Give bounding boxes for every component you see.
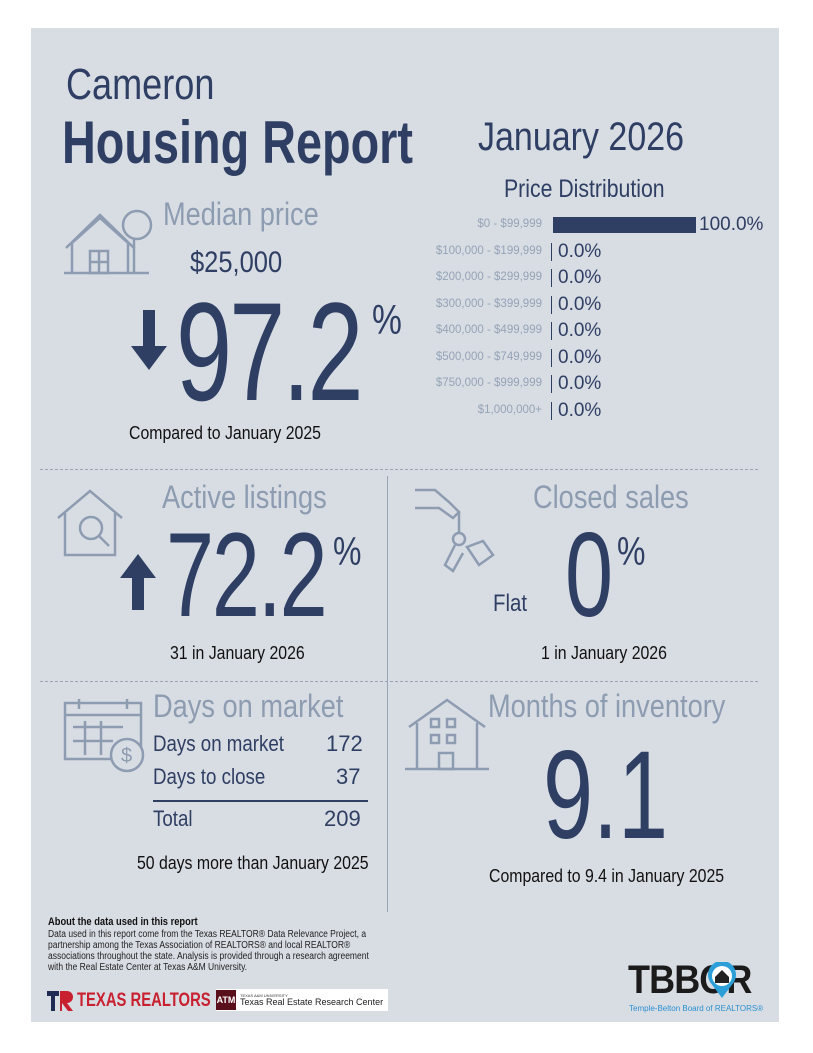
price-percent-label: 0.0% <box>558 373 602 394</box>
active-listings-label: Active listings <box>162 479 327 515</box>
total-label: Total <box>153 806 193 831</box>
house-search-icon <box>55 488 125 558</box>
price-distribution-row: $400,000 - $499,999 0.0% <box>400 320 780 341</box>
dom-row-value: 172 <box>326 731 363 756</box>
price-distribution-row: $500,000 - $749,999 0.0% <box>400 346 780 368</box>
price-distribution-row: $100,000 - $199,999 0.0% <box>400 240 780 262</box>
price-percent-label: 0.0% <box>558 399 602 421</box>
price-percent-label: 0.0% <box>558 240 602 262</box>
calendar-dollar-icon: $ <box>63 697 149 775</box>
texas-realtors-text: TEXAS REALTORS <box>77 990 211 1011</box>
price-range-label: $500,000 - $749,999 <box>435 350 542 363</box>
closed-sales-detail: 1 in January 2026 <box>541 643 667 663</box>
closed-sales-change: 0 <box>565 508 614 642</box>
price-range-label: $0 - $99,999 <box>477 218 542 230</box>
texas-realtors-logo: TEXAS REALTORS <box>47 990 248 1012</box>
price-distribution-title: Price Distribution <box>504 175 665 203</box>
hand-key-icon <box>413 487 495 577</box>
tamu-mark-icon: ATM <box>216 990 236 1010</box>
price-range-label: $200,000 - $299,999 <box>435 271 542 283</box>
dtc-row-value: 37 <box>336 764 361 789</box>
price-percent-label: 0.0% <box>558 293 602 315</box>
months-inventory-label: Months of inventory <box>488 688 726 724</box>
arrow-up-icon <box>120 554 156 610</box>
price-percent-label: 0.0% <box>558 267 602 288</box>
price-distribution-bar <box>551 242 552 261</box>
price-distribution-row: $300,000 - $399,999 0.0% <box>400 293 780 315</box>
price-distribution-row: $200,000 - $299,999 0.0% <box>400 267 780 288</box>
median-price-change: 97.2 <box>176 273 364 430</box>
divider <box>40 681 758 682</box>
closed-sales-unit: % <box>617 530 646 574</box>
median-price-comparison: Compared to January 2025 <box>129 423 321 443</box>
active-listings-detail: 31 in January 2026 <box>170 643 305 663</box>
days-on-market-label: Days on market <box>153 688 344 724</box>
dtc-row-label: Days to close <box>153 764 266 789</box>
price-percent-label: 0.0% <box>558 320 602 341</box>
price-distribution-bar <box>551 269 552 287</box>
price-distribution-row: $0 - $99,999 100.0% <box>400 214 780 235</box>
divider <box>40 469 758 470</box>
price-range-label: $100,000 - $199,999 <box>435 244 542 257</box>
price-percent-label: 100.0% <box>699 214 764 235</box>
price-range-label: $750,000 - $999,999 <box>435 377 542 389</box>
total-value: 209 <box>324 806 361 831</box>
price-distribution-bar <box>551 375 552 393</box>
active-listings-change: 72.2 <box>166 508 328 642</box>
closed-sales-direction: Flat <box>493 590 528 617</box>
price-distribution-bar <box>551 322 552 340</box>
report-panel <box>31 28 779 1022</box>
about-text: Data used in this report come from the T… <box>48 929 369 973</box>
price-percent-label: 0.0% <box>558 346 602 368</box>
city-name: Cameron <box>66 60 215 109</box>
price-distribution-row: $1,000,000+ 0.0% <box>400 399 780 421</box>
price-range-label: $400,000 - $499,999 <box>435 324 542 336</box>
about-title: About the data used in this report <box>48 916 198 928</box>
house-tree-icon <box>62 203 157 278</box>
median-price-value: $25,000 <box>190 246 283 279</box>
price-distribution-bar <box>551 348 552 367</box>
dom-row-label: Days on market <box>153 731 284 756</box>
texas-realtors-mark-icon <box>47 991 73 1011</box>
divider <box>387 476 388 912</box>
price-range-label: $1,000,000+ <box>477 403 542 416</box>
tamu-name: Texas Real Estate Research Center <box>240 996 384 1007</box>
median-price-unit: % <box>372 296 402 343</box>
price-range-label: $300,000 - $399,999 <box>435 297 542 310</box>
page-title: Housing Report <box>62 109 413 176</box>
active-listings-unit: % <box>333 530 362 574</box>
median-price-label: Median price <box>163 196 319 232</box>
price-distribution-bar <box>553 217 696 233</box>
dom-comparison: 50 days more than January 2025 <box>137 853 369 873</box>
price-distribution-bar <box>551 401 552 420</box>
total-divider <box>153 800 368 802</box>
price-distribution-row: $750,000 - $999,999 0.0% <box>400 373 780 394</box>
arrow-down-icon <box>131 310 167 370</box>
closed-sales-label: Closed sales <box>533 479 689 515</box>
months-inventory-value: 9.1 <box>543 726 669 865</box>
tamu-small: TEXAS A&M UNIVERSITY <box>240 992 288 998</box>
months-inventory-comparison: Compared to 9.4 in January 2025 <box>489 866 725 886</box>
report-period: January 2026 <box>478 115 685 159</box>
location-pin-house-icon <box>707 962 737 998</box>
svg-text:$: $ <box>121 745 132 767</box>
apartment-building-icon <box>403 697 491 771</box>
tamu-logo: ATM TEXAS A&M UNIVERSITY Texas Real Esta… <box>216 989 388 1011</box>
tbbor-subtitle: Temple-Belton Board of REALTORS® <box>629 1004 764 1013</box>
price-distribution-bar <box>551 295 552 314</box>
